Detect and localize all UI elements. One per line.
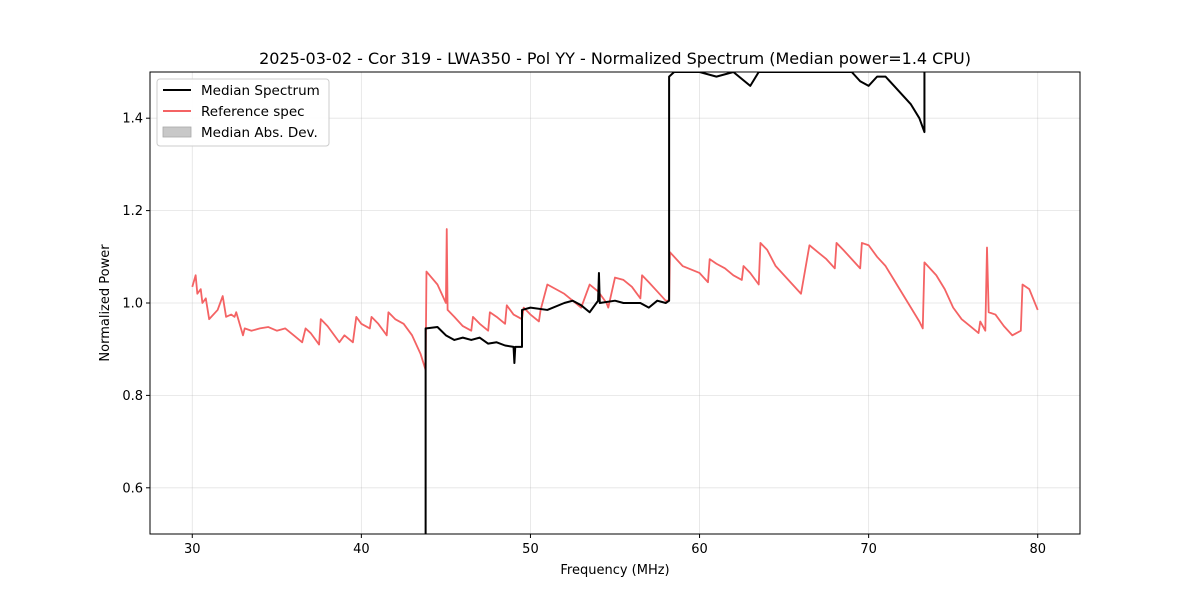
x-tick-label: 40 <box>353 542 370 557</box>
x-tick-label: 50 <box>522 542 539 557</box>
x-tick-label: 30 <box>184 542 201 557</box>
y-tick-label: 1.0 <box>122 297 143 312</box>
x-axis-label: Frequency (MHz) <box>560 563 669 578</box>
legend-label-median: Median Spectrum <box>201 83 320 99</box>
legend-label-reference: Reference spec <box>201 104 305 120</box>
x-tick-label: 70 <box>860 542 877 557</box>
y-tick-label: 0.8 <box>122 389 143 404</box>
legend-box <box>156 78 330 147</box>
y-axis-label: Normalized Power <box>98 244 113 362</box>
legend: Median Spectrum Reference spec Median Ab… <box>156 78 330 147</box>
y-tick-label: 1.2 <box>122 204 143 219</box>
legend-swatch-mad <box>162 126 192 138</box>
plot-area <box>150 72 1080 534</box>
axis-ticks: 30 40 50 60 70 80 0.6 0.8 1.0 1.2 1.4 <box>122 112 1046 557</box>
series-group <box>191 72 1039 534</box>
chart-title: 2025-03-02 - Cor 319 - LWA350 - Pol YY -… <box>259 49 971 68</box>
x-tick-label: 60 <box>691 542 708 557</box>
grid <box>150 72 1080 534</box>
x-tick-label: 80 <box>1029 542 1046 557</box>
y-tick-label: 0.6 <box>122 481 143 496</box>
median-spectrum-line <box>424 72 926 534</box>
legend-label-mad: Median Abs. Dev. <box>201 125 318 141</box>
y-tick-label: 1.4 <box>122 112 143 127</box>
